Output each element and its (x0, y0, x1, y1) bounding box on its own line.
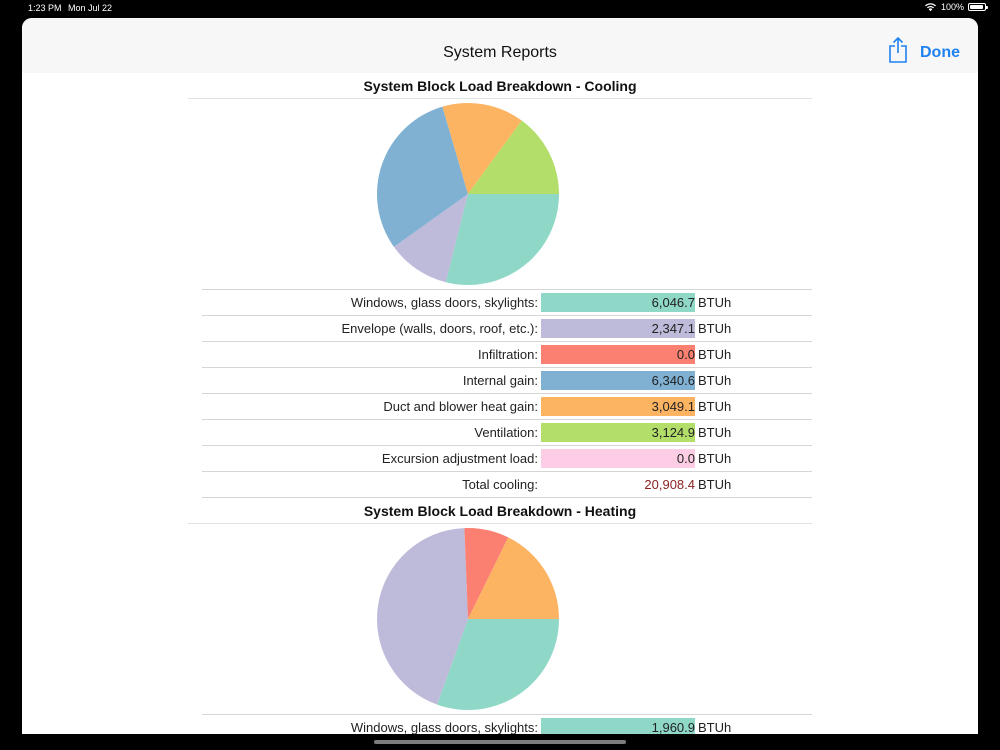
load-color-bar (541, 293, 695, 312)
heating-pie-slice (468, 537, 559, 619)
battery-percent: 100% (940, 2, 964, 12)
cooling-pie-svg (377, 103, 559, 285)
share-icon[interactable] (888, 37, 908, 63)
load-color-bar (541, 449, 695, 468)
load-value: 1,960.9 (651, 720, 695, 734)
load-color-bar (541, 397, 695, 416)
load-label: Ventilation: (474, 425, 538, 440)
heating-pie-slice (377, 528, 468, 705)
load-row: Infiltration: 0.0 BTUh (202, 342, 812, 368)
cooling-pie-chart (202, 99, 812, 290)
heating-pie-slice (437, 619, 559, 710)
heating-section-title: System Block Load Breakdown - Heating (188, 498, 812, 524)
page-title: System Reports (443, 44, 557, 61)
load-color-bar (541, 345, 695, 364)
home-indicator (374, 740, 626, 744)
total-label: Total cooling: (462, 477, 538, 492)
load-row: Duct and blower heat gain: 3,049.1 BTUh (202, 394, 812, 420)
cooling-section-title: System Block Load Breakdown - Cooling (188, 73, 812, 99)
heating-pie-svg (377, 528, 559, 710)
load-value: 6,046.7 (651, 295, 695, 310)
reports-sheet: System Reports Done System Block Load Br… (22, 18, 978, 734)
load-row: Envelope (walls, doors, roof, etc.): 2,34… (202, 316, 812, 342)
load-color-bar (541, 319, 695, 338)
load-unit: BTUh (698, 451, 732, 466)
total-unit: BTUh (698, 477, 732, 492)
load-label: Infiltration: (478, 347, 538, 362)
load-unit: BTUh (698, 373, 732, 388)
load-label: Envelope (walls, doors, roof, etc.): (341, 321, 538, 336)
cooling-pie-slice (393, 194, 468, 283)
cooling-pie-slice (445, 194, 559, 285)
load-label: Duct and blower heat gain: (383, 399, 538, 414)
total-row: Total cooling: 20,908.4 BTUh (202, 472, 812, 498)
status-date: Mon Jul 22 (68, 3, 113, 13)
load-row: Windows, glass doors, skylights: 6,046.7 B… (202, 290, 812, 316)
load-unit: BTUh (698, 295, 732, 310)
load-value: 6,340.6 (651, 373, 695, 388)
load-unit: BTUh (698, 425, 732, 440)
load-color-bar (541, 371, 695, 390)
heating-pie-slice (464, 528, 509, 619)
load-label: Windows, glass doors, skylights: (350, 720, 538, 734)
load-value: 3,124.9 (651, 425, 695, 440)
cooling-pie-slice (377, 106, 468, 247)
load-row: Excursion adjustment load: 0.0 BTUh (202, 446, 812, 472)
battery-icon (968, 3, 988, 11)
total-value: 20,908.4 (644, 477, 695, 492)
done-button[interactable]: Done (920, 44, 960, 61)
cooling-rows: Windows, glass doors, skylights: 6,046.7 B… (202, 290, 812, 498)
cooling-pie-slice (442, 103, 522, 194)
status-time: 1:23 PM (28, 3, 62, 13)
load-unit: BTUh (698, 347, 732, 362)
load-value: 3,049.1 (651, 399, 695, 414)
wifi-icon (924, 3, 936, 12)
cooling-pie-slice (468, 120, 559, 194)
status-bar: 1:23 PM Mon Jul 22 100% (0, 0, 1000, 16)
load-label: Excursion adjustment load: (381, 451, 538, 466)
load-row: Ventilation: 3,124.9 BTUh (202, 420, 812, 446)
load-label: Internal gain: (462, 373, 538, 388)
load-label: Windows, glass doors, skylights: (350, 295, 538, 310)
load-row: Windows, glass doors, skylights: 1,960.9 B… (202, 715, 812, 734)
load-row: Internal gain: 6,340.6 BTUh (202, 368, 812, 394)
load-color-bar (541, 423, 695, 442)
heating-rows: Windows, glass doors, skylights: 1,960.9 B… (202, 715, 812, 734)
load-unit: BTUh (698, 321, 732, 336)
load-unit: BTUh (698, 399, 732, 414)
navigation-bar: System Reports Done (22, 18, 978, 73)
status-indicators: 100% (924, 2, 988, 12)
report-content: System Block Load Breakdown - Cooling Wi… (188, 73, 812, 734)
load-unit: BTUh (698, 720, 732, 734)
load-value: 0.0 (676, 347, 695, 362)
load-color-bar (541, 718, 695, 734)
heating-pie-chart (202, 524, 812, 715)
load-value: 0.0 (676, 451, 695, 466)
load-value: 2,347.1 (651, 321, 695, 336)
